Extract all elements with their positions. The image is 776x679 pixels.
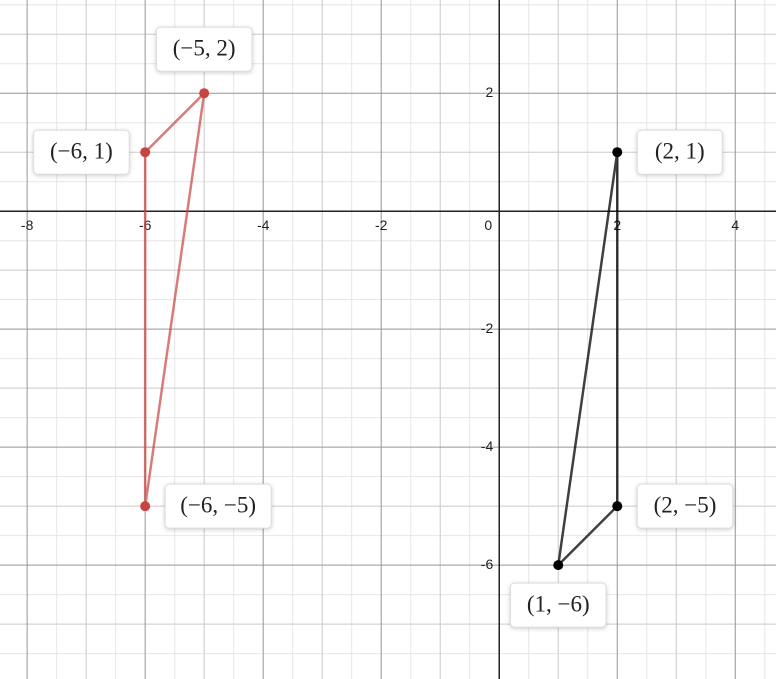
point — [140, 501, 151, 512]
point — [612, 147, 623, 158]
point-label: (2, −5) — [636, 483, 734, 529]
label-box — [636, 129, 723, 175]
x-tick-label: -4 — [257, 217, 270, 233]
point-label: (−6, −5) — [164, 483, 272, 529]
x-tick-label: 0 — [484, 217, 492, 233]
label-box — [636, 483, 734, 529]
point-label: (1, −6) — [509, 582, 607, 628]
point-label: (−6, 1) — [33, 129, 130, 175]
y-tick-label: 2 — [485, 84, 493, 100]
y-tick-label: -4 — [481, 438, 494, 454]
y-tick-label: -2 — [481, 320, 494, 336]
point-label: (−5, 2) — [155, 26, 253, 72]
polygon — [143, 91, 206, 508]
label-text: (2, −5) — [654, 492, 717, 517]
label-text: (1, −6) — [527, 591, 590, 616]
label-text: (−6, 1) — [50, 138, 113, 163]
label-box — [33, 129, 130, 175]
label-box — [155, 26, 253, 72]
y-tick-label: -6 — [481, 556, 494, 572]
label-text: (−6, −5) — [180, 492, 256, 517]
x-tick-label: 4 — [731, 217, 739, 233]
point — [553, 560, 564, 571]
point — [199, 88, 210, 99]
point — [140, 147, 151, 158]
label-text: (−5, 2) — [173, 35, 236, 60]
label-box — [164, 483, 272, 529]
point-label: (2, 1) — [636, 129, 723, 175]
label-text: (2, 1) — [655, 138, 705, 163]
polygon — [556, 150, 619, 567]
label-box — [509, 582, 607, 628]
point — [612, 501, 623, 512]
x-tick-label: -2 — [375, 217, 388, 233]
x-tick-label: -8 — [21, 217, 34, 233]
